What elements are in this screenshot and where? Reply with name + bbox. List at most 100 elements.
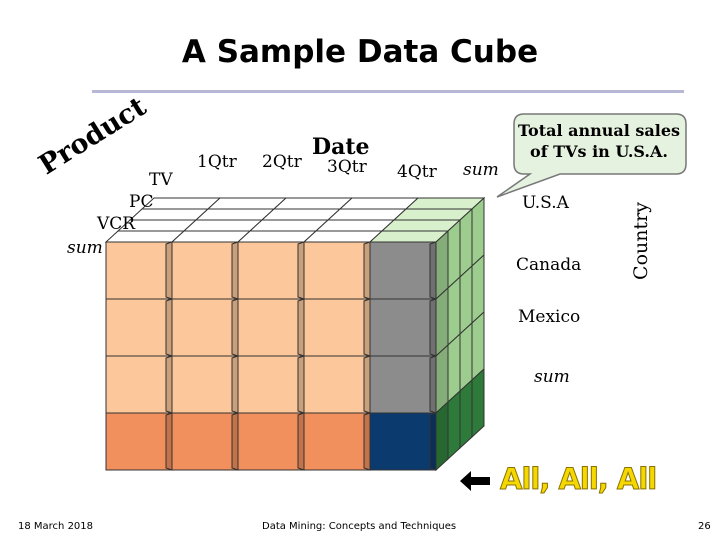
cube-front-face (237, 241, 305, 300)
cube-bevel (429, 412, 437, 471)
country-value-usa: U.S.A (522, 193, 569, 213)
cube-side-face (435, 343, 449, 415)
date-value-3qtr: 3Qtr (327, 157, 367, 177)
cube-side-face (459, 321, 473, 393)
cube-front-face (171, 241, 239, 300)
date-value-4qtr: 4Qtr (397, 162, 437, 182)
cube-front-face (369, 298, 437, 357)
cube-bevel (429, 355, 437, 414)
cube-bevel (363, 355, 371, 414)
cube-side-face (471, 196, 485, 268)
country-value-canada: Canada (516, 255, 582, 275)
cube-bevel (231, 298, 239, 357)
cube-top-face (338, 197, 420, 210)
cube-front-face (369, 412, 437, 471)
cube-side-face (471, 367, 485, 439)
cube-bevel (297, 241, 305, 300)
cube-bevel (231, 412, 239, 471)
cube-side-face (459, 264, 473, 336)
cube-bevel (231, 355, 239, 414)
cube-front-face (105, 298, 173, 357)
date-value-sum: sum (463, 160, 499, 180)
cube-bevel (429, 298, 437, 357)
all-all-all-label: All, All, All (499, 462, 657, 497)
cube-top-face (272, 197, 354, 210)
cube-top-face (236, 230, 318, 243)
cube-top-face (140, 197, 222, 210)
cube-top-face (260, 208, 342, 221)
cube-top-face (170, 230, 252, 243)
cube-bevel (297, 412, 305, 471)
cube-bevel (297, 355, 305, 414)
cube-bevel (363, 412, 371, 471)
date-value-1qtr: 1Qtr (197, 152, 237, 172)
date-axis-label: Date (312, 134, 370, 160)
cube-front-face (369, 355, 437, 414)
cube-front-face (105, 241, 173, 300)
cube-front-face (237, 298, 305, 357)
product-value-tv: TV (149, 170, 173, 190)
cube-top-face (302, 230, 384, 243)
cube-side-face (471, 310, 485, 382)
callout-bubble (496, 113, 687, 198)
cube-front-face (237, 412, 305, 471)
callout-text: Total annual sales of TVs in U.S.A. (514, 120, 684, 162)
cube-front-face (237, 355, 305, 414)
callout-line-1: Total annual sales (517, 121, 681, 140)
cube-front-face (303, 298, 371, 357)
footer-page-number: 26 (698, 521, 711, 532)
cube-front-face (303, 412, 371, 471)
cube-front-face (105, 412, 173, 471)
cube-top-face (368, 230, 450, 243)
left-arrow-icon (460, 471, 490, 491)
cube-bevel (363, 298, 371, 357)
cube-side-face (447, 275, 461, 347)
cube-side-face (447, 332, 461, 404)
cube-top-face (194, 208, 276, 221)
product-value-sum: sum (67, 238, 103, 258)
cube-top-face (206, 197, 288, 210)
country-value-mexico: Mexico (518, 307, 581, 327)
cube-top-face (404, 197, 486, 210)
cube-front-face (303, 355, 371, 414)
date-value-2qtr: 2Qtr (262, 152, 302, 172)
country-axis-label: Country (630, 202, 652, 280)
cube-top-face (314, 219, 396, 232)
cube-bevel (165, 355, 173, 414)
cube-front-face (171, 298, 239, 357)
cube-bevel (297, 298, 305, 357)
cube-front-face (171, 412, 239, 471)
cube-top-face (182, 219, 264, 232)
title-divider (92, 90, 684, 93)
cube-side-face (435, 286, 449, 358)
country-value-sum: sum (534, 367, 570, 387)
cube-front-face (369, 241, 437, 300)
cube-front-face (105, 355, 173, 414)
slide-title: A Sample Data Cube (181, 34, 539, 70)
cube-top-face (326, 208, 408, 221)
footer-course: Data Mining: Concepts and Techniques (262, 521, 457, 532)
cube-bevel (165, 412, 173, 471)
cube-side-face (447, 389, 461, 461)
cube-top-face (380, 219, 462, 232)
cube-bevel (165, 241, 173, 300)
cube-side-face (471, 253, 485, 325)
cube-bevel (363, 241, 371, 300)
footer-date: 18 March 2018 (18, 521, 94, 532)
cube-side-face (435, 229, 449, 301)
product-value-vcr: VCR (97, 214, 136, 234)
cube-front-face (171, 355, 239, 414)
cube-side-face (435, 400, 449, 472)
cube-top-face (248, 219, 330, 232)
cube-side-face (459, 378, 473, 450)
cube-bevel (231, 241, 239, 300)
product-value-pc: PC (129, 192, 154, 212)
cube-bevel (429, 241, 437, 300)
callout-line-2: of TVs in U.S.A. (530, 142, 668, 161)
cube-bevel (165, 298, 173, 357)
cube-side-face (447, 218, 461, 290)
cube-side-face (459, 207, 473, 279)
cube-front-face (303, 241, 371, 300)
cube-top-face (392, 208, 474, 221)
